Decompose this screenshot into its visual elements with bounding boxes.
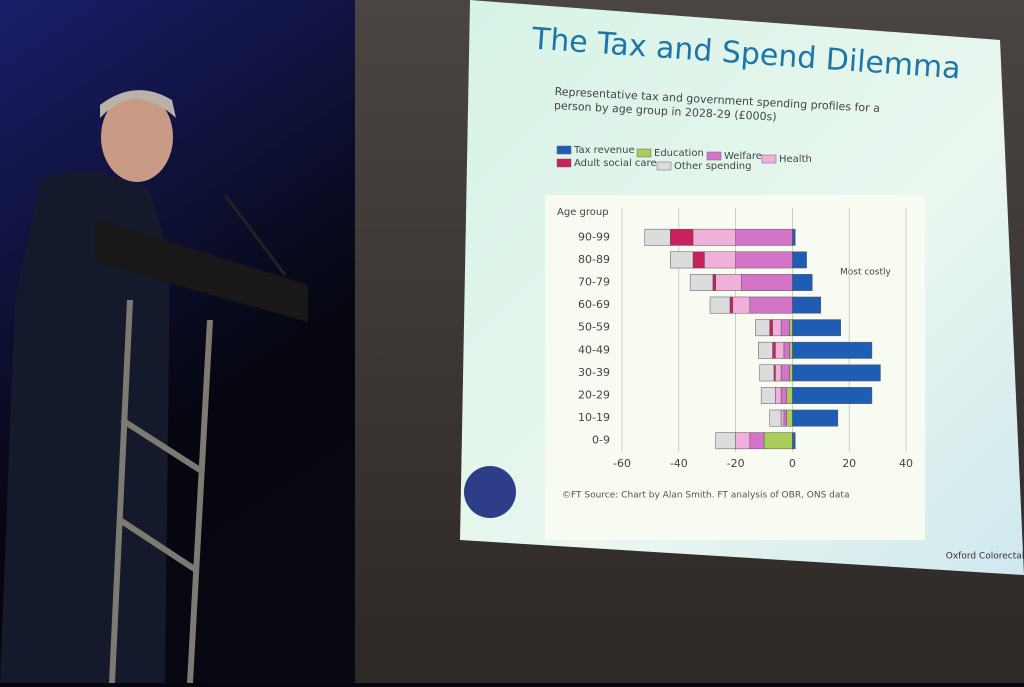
bar-segment — [749, 432, 765, 450]
speaker-body — [0, 172, 170, 683]
bar-segment — [715, 274, 742, 291]
lectern-stand — [109, 299, 213, 684]
bar-segment — [735, 432, 751, 450]
y-tick-label: 0-9 — [592, 434, 610, 447]
annotation: Most costly — [840, 268, 892, 278]
bar-segment — [692, 228, 736, 246]
speaker-head — [101, 92, 173, 182]
bar-segment — [780, 409, 785, 427]
bar-segment — [729, 296, 734, 314]
microphone — [223, 194, 287, 276]
bar-segment — [689, 274, 714, 291]
bar-segment — [775, 364, 782, 382]
bar-segment — [704, 251, 736, 269]
bar-segment — [792, 387, 873, 404]
legend-swatch — [556, 158, 572, 168]
bar-segment — [741, 274, 793, 291]
bar-segment — [670, 251, 694, 269]
bar-segment — [792, 251, 807, 269]
y-tick-label: 80-89 — [578, 253, 610, 266]
bar-segment — [783, 409, 787, 427]
logo-text: Oxford Colorectal — [946, 552, 1024, 562]
bar-segment — [780, 387, 787, 404]
bar-segment — [792, 296, 822, 314]
bar-segment — [789, 319, 793, 337]
legend-label: Education — [654, 148, 704, 159]
legend-label: Health — [779, 154, 812, 165]
bar-segment — [792, 341, 873, 359]
legend-label: Other spending — [674, 161, 751, 172]
bar-segment — [786, 387, 793, 404]
y-tick-label: 40-49 — [578, 343, 610, 356]
y-tick-label: 10-19 — [578, 411, 610, 424]
bar-segment — [644, 228, 671, 246]
bar-segment — [732, 296, 751, 314]
legend-label: Welfare — [724, 151, 762, 162]
bar-segment — [670, 228, 694, 246]
source-note: ©FT Source: Chart by Alan Smith. FT anal… — [562, 491, 849, 501]
bar-segment — [789, 341, 793, 359]
y-tick-label: 30-39 — [578, 366, 610, 379]
lectern-top — [95, 218, 308, 322]
y-tick-label: 50-59 — [578, 321, 610, 334]
y-tick-label: 70-79 — [578, 276, 610, 289]
x-tick-label: -60 — [613, 457, 631, 470]
legend-swatch — [706, 151, 722, 161]
bar-segment — [792, 432, 796, 450]
bar-segment — [769, 319, 773, 337]
legend-label: Tax revenue — [573, 145, 635, 156]
x-tick-label: 20 — [842, 457, 856, 470]
bar-segment — [786, 409, 793, 427]
university-crest — [464, 466, 516, 518]
bar-segment — [758, 341, 773, 359]
x-tick-label: -20 — [727, 457, 745, 470]
bar-segment — [775, 341, 785, 359]
bar-segment — [715, 432, 736, 450]
bar-segment — [783, 341, 790, 359]
y-axis-label: Age group — [557, 207, 609, 218]
bar-segment — [780, 319, 790, 337]
bar-segment — [792, 364, 881, 382]
bar-segment — [792, 409, 839, 427]
x-tick-label: 40 — [899, 457, 913, 470]
bar-segment — [759, 364, 775, 382]
bar-segment — [792, 319, 841, 337]
bar-segment — [789, 364, 793, 382]
y-tick-label: 60-69 — [578, 298, 610, 311]
bar-segment — [755, 319, 770, 337]
legend-swatch — [636, 148, 652, 158]
bar-segment — [772, 341, 776, 359]
y-tick-label: 20-29 — [578, 389, 610, 402]
bar-segment — [775, 387, 782, 404]
bar-segment — [769, 409, 782, 427]
bar-segment — [760, 387, 776, 404]
legend-swatch — [761, 154, 777, 164]
legend-swatch — [556, 145, 572, 155]
bar-segment — [763, 432, 793, 450]
speaker-hair — [100, 90, 176, 118]
bar-segment — [735, 251, 793, 269]
bar-segment — [772, 319, 782, 337]
legend-swatch — [656, 161, 672, 171]
subtitle-box: Representative tax and government spendi… — [555, 85, 881, 124]
chart-subtitle: Representative tax and government spendi… — [555, 85, 881, 124]
bar-segment — [709, 296, 731, 314]
bar-segment — [780, 364, 790, 382]
x-tick-label: 0 — [789, 457, 796, 470]
y-tick-label: 90-99 — [578, 230, 610, 243]
bar-segment — [735, 228, 793, 246]
x-tick-label: -40 — [670, 457, 688, 470]
bar-segment — [712, 274, 716, 291]
bar-segment — [792, 228, 796, 246]
bar-segment — [792, 274, 813, 291]
legend-label: Adult social care — [574, 158, 657, 169]
bar-segment — [749, 296, 793, 314]
bar-segment — [692, 251, 705, 269]
